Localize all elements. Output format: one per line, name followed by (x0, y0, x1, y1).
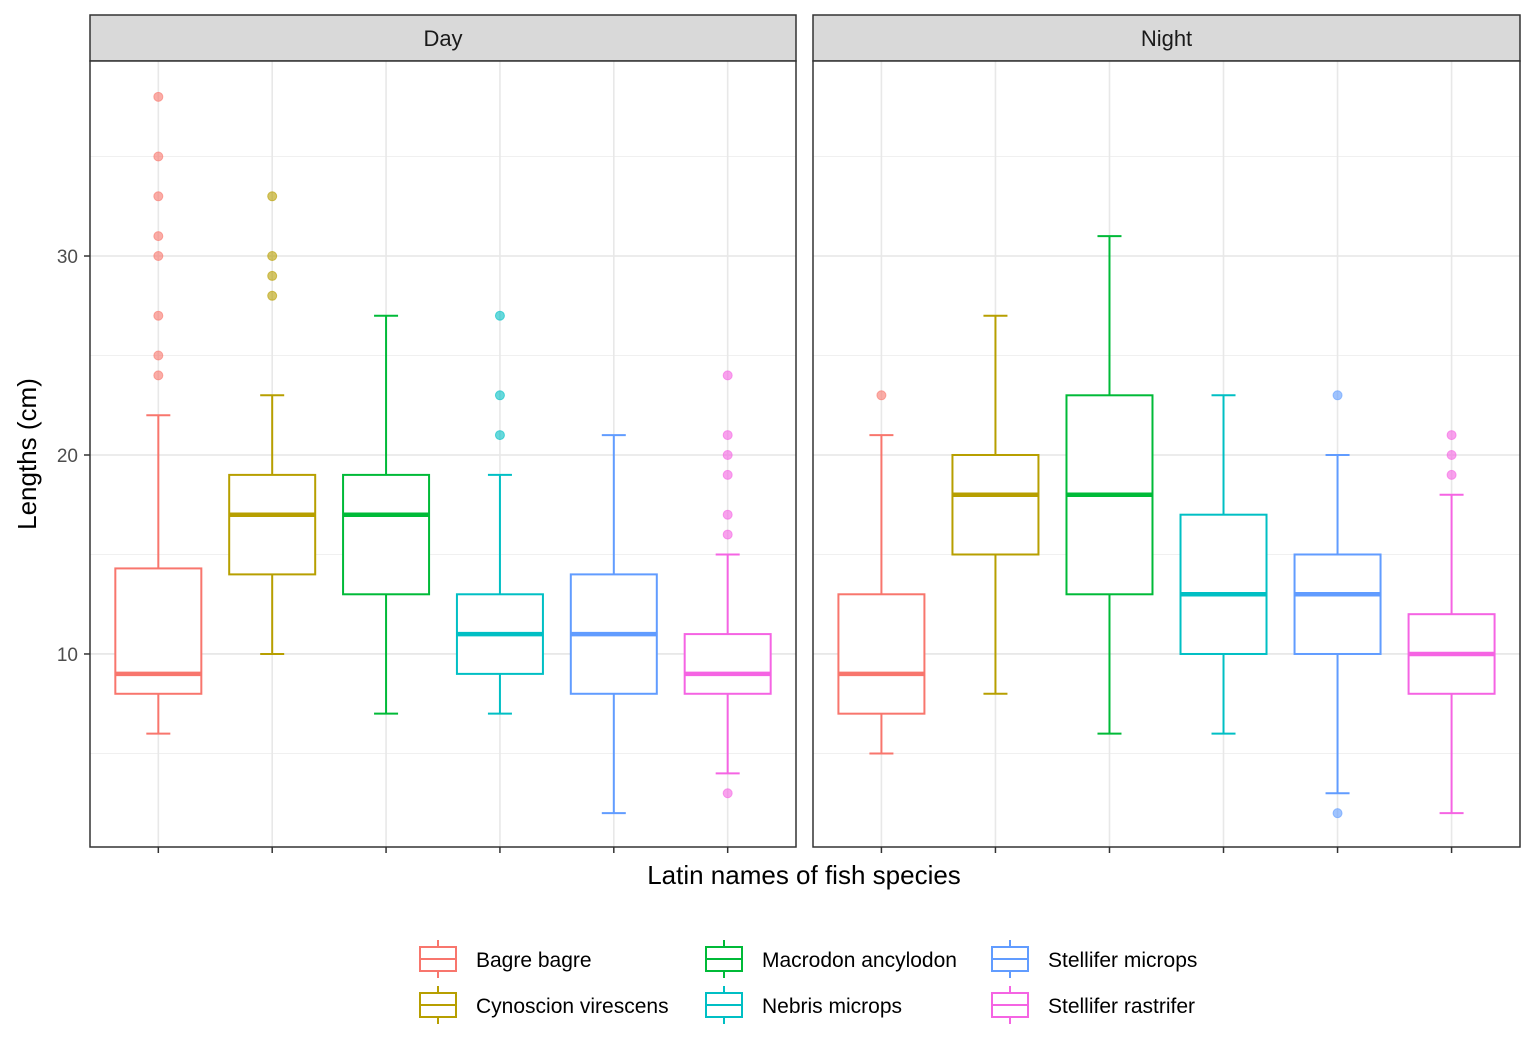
box-stellifer-rastrifer (1407, 430, 1496, 815)
outlier-point (494, 310, 505, 321)
box-cynoscion-virescens (951, 314, 1040, 695)
interquartile-box (228, 473, 317, 576)
outlier-point (722, 788, 733, 799)
legend-label: Nebris microps (762, 995, 902, 1018)
outlier-point (494, 390, 505, 401)
outlier-point (494, 430, 505, 441)
legend-key (705, 940, 743, 978)
legend-label: Bagre bagre (476, 949, 592, 972)
legend-label: Macrodon ancylodon (762, 949, 957, 972)
outlier-point (722, 370, 733, 381)
box-macrodon-ancylodon (1065, 235, 1154, 735)
legend-label: Stellifer microps (1048, 949, 1197, 972)
facet-panels: Day Night (89, 14, 1521, 853)
outlier-point (153, 231, 164, 242)
legend-item-bagre-bagre: Bagre bagre (419, 940, 592, 978)
legend-key (991, 940, 1029, 978)
legend-item-macrodon-ancylodon: Macrodon ancylodon (705, 940, 957, 978)
interquartile-box (951, 453, 1040, 556)
outlier-point (267, 191, 278, 202)
panel-border (89, 60, 797, 848)
facet-panel-day: Day (89, 14, 797, 853)
outlier-point (153, 310, 164, 321)
legend-item-stellifer-rastrifer: Stellifer rastrifer (991, 986, 1195, 1024)
legend-key (419, 986, 457, 1024)
outlier-point (722, 529, 733, 540)
interquartile-box (1293, 553, 1382, 655)
facet-strip (89, 14, 797, 62)
y-axis: 10 20 30 (57, 247, 90, 666)
interquartile-box (683, 633, 772, 695)
outlier-point (722, 449, 733, 460)
outlier-point (1446, 469, 1457, 480)
box-bagre-bagre (114, 91, 203, 735)
facet-strip-label: Day (423, 26, 462, 51)
outlier-point (267, 290, 278, 301)
legend-label: Stellifer rastrifer (1048, 995, 1195, 1018)
legend-item-stellifer-microps: Stellifer microps (991, 940, 1197, 978)
y-axis-title: Lengths (cm) (12, 378, 42, 530)
outlier-point (267, 251, 278, 262)
box-nebris-microps (455, 310, 544, 715)
legend-key (705, 986, 743, 1024)
outlier-point (722, 509, 733, 520)
y-tick-label: 30 (57, 247, 78, 268)
facet-strip-label: Night (1141, 26, 1192, 51)
outlier-point (267, 270, 278, 281)
panel-background (90, 61, 796, 847)
legend: Bagre bagre Cynoscion virescens Macrodon a… (419, 940, 1197, 1024)
outlier-point (722, 430, 733, 441)
outlier-point (153, 91, 164, 102)
outlier-point (876, 390, 887, 401)
outlier-point (1332, 390, 1343, 401)
legend-key (419, 940, 457, 978)
legend-item-nebris-microps: Nebris microps (705, 986, 902, 1024)
outlier-point (1446, 449, 1457, 460)
outlier-point (153, 370, 164, 381)
box-stellifer-microps (1293, 390, 1382, 819)
box-macrodon-ancylodon (342, 314, 431, 715)
y-tick-label: 20 (57, 446, 78, 467)
outlier-point (1446, 430, 1457, 441)
interquartile-box (837, 593, 926, 715)
outlier-point (153, 151, 164, 162)
outlier-point (153, 191, 164, 202)
box-stellifer-rastrifer (683, 370, 772, 799)
box-nebris-microps (1179, 394, 1268, 735)
panel-border (812, 60, 1521, 848)
interquartile-box (1179, 513, 1268, 655)
panel-background (813, 61, 1520, 847)
box-stellifer-microps (569, 434, 658, 815)
y-tick-label: 10 (57, 645, 78, 666)
legend-item-cynoscion-virescens: Cynoscion virescens (419, 986, 669, 1024)
x-axis-title: Latin names of fish species (647, 860, 961, 890)
outlier-point (153, 251, 164, 262)
facet-panel-night: Night (812, 14, 1521, 853)
legend-label: Cynoscion virescens (476, 995, 669, 1018)
outlier-point (153, 350, 164, 361)
box-bagre-bagre (837, 390, 926, 755)
outlier-point (722, 469, 733, 480)
box-cynoscion-virescens (228, 191, 317, 655)
legend-key (991, 986, 1029, 1024)
interquartile-box (342, 473, 431, 596)
outlier-point (1332, 808, 1343, 819)
